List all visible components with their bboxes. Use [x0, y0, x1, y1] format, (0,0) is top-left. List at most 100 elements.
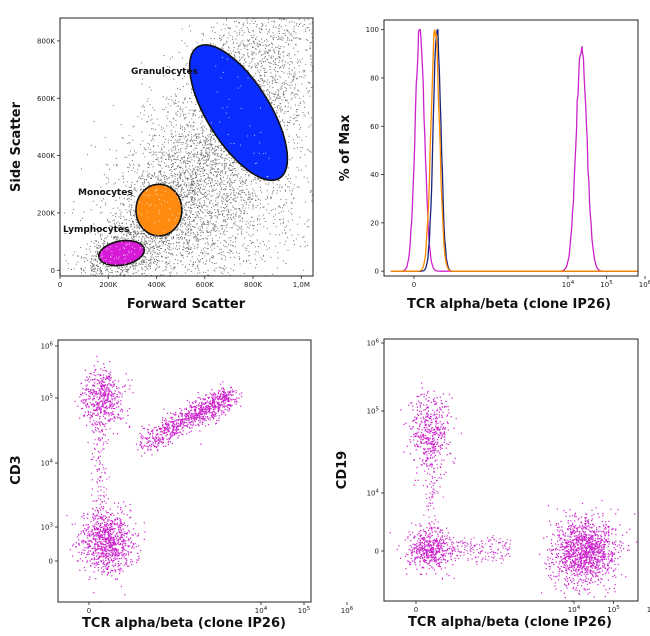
event-dot: [269, 86, 271, 88]
event-dot: [265, 50, 267, 52]
event-dot: [204, 126, 206, 128]
event-dot: [165, 181, 166, 183]
event-dot: [212, 188, 214, 190]
event-dot: [220, 155, 222, 157]
event-dot: [202, 125, 204, 127]
event-dot: [285, 100, 287, 102]
event-dot: [268, 31, 270, 33]
event-dot: [89, 245, 91, 247]
event-dot: [216, 230, 218, 232]
event-dot: [224, 207, 226, 209]
event-dot: [129, 163, 130, 165]
event-dot: [207, 155, 209, 156]
event-dot: [115, 274, 117, 276]
event-dot: [253, 52, 255, 54]
event-dot: [270, 97, 272, 99]
event-dot: [223, 35, 224, 37]
event-dot: [219, 34, 221, 36]
event-dot: [274, 100, 276, 102]
event-dot: [218, 162, 220, 164]
event-dot: [199, 164, 200, 166]
event-dot: [288, 71, 290, 73]
event-dot: [143, 114, 145, 116]
event-dot: [262, 206, 264, 208]
event-dot: [205, 178, 207, 180]
event-dot: [157, 145, 159, 147]
event-dot: [230, 163, 232, 165]
event-dot: [130, 209, 132, 210]
event-dot: [157, 256, 159, 257]
event-dot: [214, 180, 216, 182]
event-dot: [163, 175, 165, 177]
event-dot: [81, 256, 83, 258]
event-dot: [159, 170, 161, 172]
event-dot: [300, 169, 302, 171]
event-dot: [135, 232, 137, 234]
event-dot: [253, 43, 255, 44]
event-dot: [163, 154, 165, 156]
event-dot: [258, 84, 260, 85]
event-dot: [218, 155, 220, 157]
event-dot: [126, 199, 128, 201]
event-dot: [298, 18, 300, 20]
event-dot: [202, 144, 203, 146]
event-dot: [255, 21, 256, 22]
event-dot: [120, 124, 122, 126]
event-dot: [190, 175, 192, 177]
event-dot: [202, 115, 204, 116]
event-dot: [193, 203, 195, 205]
event-dot: [247, 44, 249, 46]
event-dot: [185, 140, 187, 142]
event-dot: [184, 98, 186, 100]
event-dot: [302, 25, 304, 27]
event-dot: [209, 144, 211, 146]
event-dot: [220, 178, 222, 179]
event-dot: [226, 215, 228, 217]
event-dot: [225, 193, 227, 195]
event-dot: [64, 232, 66, 234]
event-dot: [128, 229, 130, 231]
event-dot: [185, 201, 187, 203]
event-dot: [159, 240, 161, 242]
event-dot: [260, 78, 261, 80]
event-dot: [200, 152, 202, 154]
event-dot: [124, 227, 126, 229]
event-dot: [174, 189, 176, 191]
event-dot: [214, 149, 216, 151]
event-dot: [172, 118, 174, 120]
event-dot: [294, 37, 296, 39]
event-dot: [158, 73, 160, 75]
event-dot: [142, 171, 144, 173]
event-dot: [205, 182, 207, 184]
event-dot: [176, 156, 178, 158]
event-dot: [174, 100, 176, 101]
event-dot: [119, 274, 121, 275]
event-dot: [197, 272, 199, 274]
event-dot: [263, 206, 265, 208]
event-dot: [139, 228, 141, 230]
event-dot: [285, 90, 287, 92]
event-dot: [186, 101, 188, 103]
event-dot: [106, 242, 108, 244]
event-dot: [142, 241, 144, 243]
event-dot: [194, 156, 196, 158]
event-dot: [240, 166, 242, 167]
event-dot: [200, 192, 202, 194]
event-dot: [199, 199, 201, 201]
event-dot: [141, 243, 143, 245]
event-dot: [293, 75, 295, 77]
event-dot: [180, 166, 182, 168]
event-dot: [251, 51, 253, 53]
event-dot: [278, 67, 280, 69]
event-dot: [140, 238, 142, 240]
event-dot: [184, 128, 186, 130]
event-dot: [188, 215, 190, 217]
event-dot: [265, 72, 267, 74]
event-dot: [220, 156, 221, 158]
event-dot: [237, 46, 239, 47]
event-dot: [107, 266, 109, 268]
event-dot: [107, 235, 109, 237]
event-dot: [211, 164, 213, 166]
event-dot: [259, 60, 261, 62]
event-dot: [232, 162, 234, 163]
